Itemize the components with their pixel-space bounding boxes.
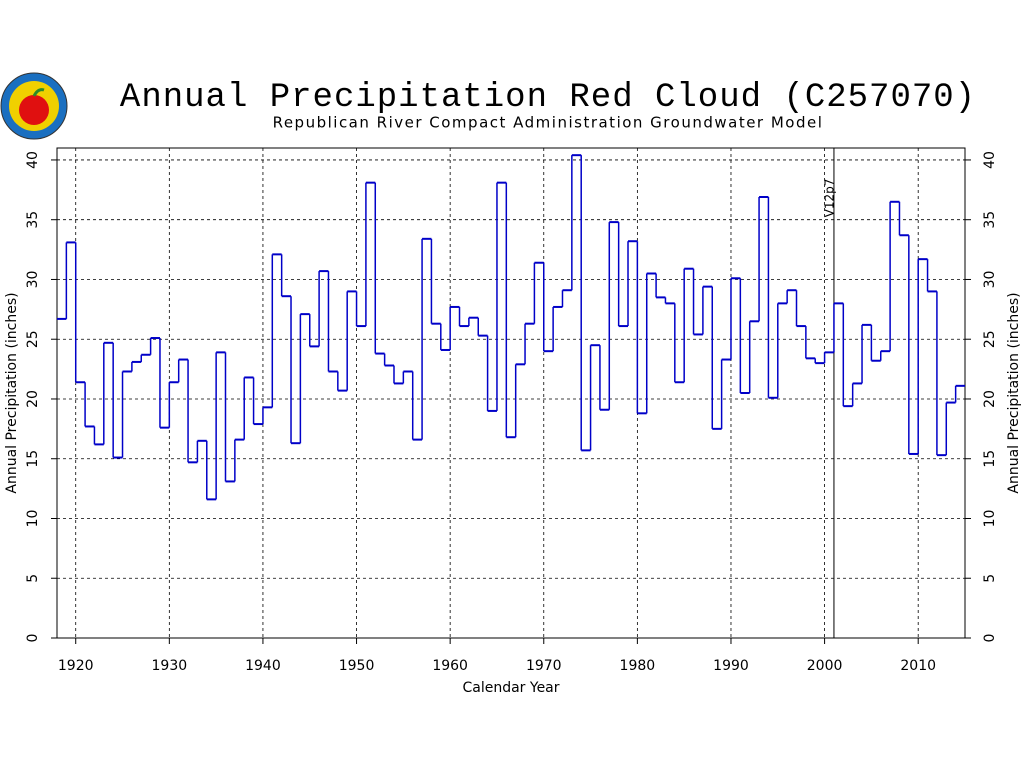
y-tick-label: 25 [25,330,41,348]
y2-tick-label: 25 [982,330,998,348]
x-tick-label: 1970 [526,658,562,674]
x-tick-label: 1950 [339,658,375,674]
x-tick-label: 1960 [432,658,468,674]
annotation-label: V12p7 [822,179,836,218]
y2-tick-label: 15 [982,450,998,468]
x-tick-label: 2000 [807,658,843,674]
y2-tick-label: 10 [982,510,998,528]
chart-title: Annual Precipitation Red Cloud (C257070) [120,79,976,117]
y-tick-label: 35 [25,211,41,229]
y-tick-label: 10 [25,510,41,528]
x-axis-label: Calendar Year [462,680,559,696]
y2-tick-label: 0 [982,634,998,643]
y-tick-label: 5 [25,574,41,583]
y-tick-label: 20 [25,390,41,408]
y2-tick-label: 40 [982,151,998,169]
y-tick-label: 40 [25,151,41,169]
plot-frame [56,147,966,639]
x-tick-label: 1990 [713,658,749,674]
x-tick-label: 2010 [900,658,936,674]
y2-tick-label: 35 [982,211,998,229]
y2-tick-label: 20 [982,390,998,408]
y-tick-label: 30 [25,271,41,289]
x-tick-label: 1940 [245,658,281,674]
y-axis-label: Annual Precipitation (inches) [4,292,20,493]
x-tick-label: 1930 [152,658,188,674]
chart-subtitle: Republican River Compact Administration … [273,114,824,132]
y2-tick-label: 30 [982,271,998,289]
x-tick-label: 1980 [620,658,656,674]
y-tick-label: 15 [25,450,41,468]
y-tick-label: 0 [25,634,41,643]
y2-axis-label: Annual Precipitation (inches) [1006,292,1022,493]
x-tick-label: 1920 [58,658,94,674]
logo [0,72,68,140]
y2-tick-label: 5 [982,574,998,583]
